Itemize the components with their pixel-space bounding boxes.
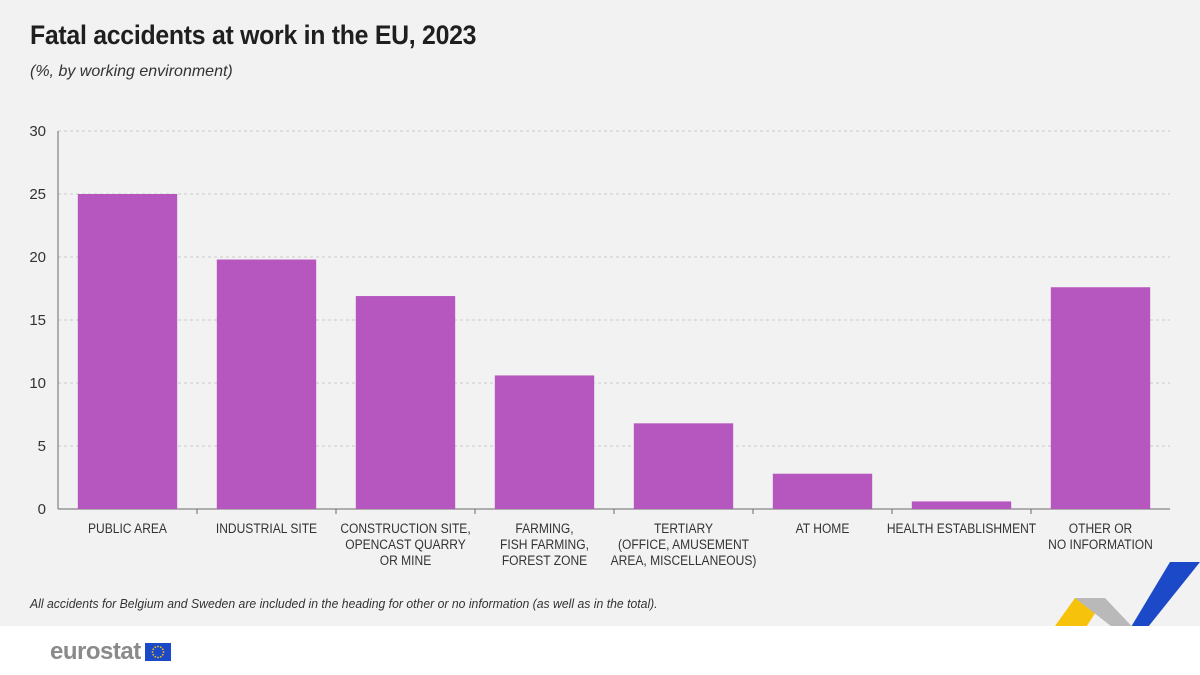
y-tick-label: 20 xyxy=(29,249,46,266)
footnote: All accidents for Belgium and Sweden are… xyxy=(30,596,658,611)
eu-flag-icon xyxy=(144,643,171,661)
bar xyxy=(911,501,1012,509)
flag-star xyxy=(159,655,162,658)
bar xyxy=(77,194,178,509)
bar xyxy=(772,473,873,509)
flag-star xyxy=(154,646,156,649)
x-tick-label: HEALTH ESTABLISHMENT xyxy=(887,520,1036,536)
footer-band xyxy=(0,626,1200,675)
x-tick-label: PUBLIC AREA xyxy=(88,520,167,536)
flag-star xyxy=(161,648,164,651)
x-tick-label: AT HOME xyxy=(796,520,850,536)
y-tick-label: 15 xyxy=(29,312,46,329)
y-tick-label: 25 xyxy=(29,186,46,203)
flag-star xyxy=(151,651,154,653)
flag-star xyxy=(159,646,162,649)
y-tick-label: 0 xyxy=(38,501,46,518)
x-tick-label: FARMING, FISH FARMING, FOREST ZONE xyxy=(500,520,589,568)
y-tick-label: 5 xyxy=(38,438,46,455)
y-tick-label: 10 xyxy=(29,375,46,392)
bar-chart: 0 5 10 15 20 25 30 PUBLIC AREA INDUSTRIAL SITE CO… xyxy=(29,123,1170,568)
x-tick-label: CONSTRUCTION SITE, OPENCAST QUARRY OR MINE xyxy=(340,520,470,568)
flag-star xyxy=(152,653,154,656)
bar xyxy=(1050,287,1151,509)
chart-subtitle: (%, by working environment) xyxy=(30,63,233,80)
x-tick-label: OTHER OR NO INFORMATION xyxy=(1048,520,1153,552)
x-tick-label: INDUSTRIAL SITE xyxy=(216,520,317,536)
bar xyxy=(494,375,595,509)
bar xyxy=(633,423,734,509)
flag-star xyxy=(154,655,156,658)
chart-title: Fatal accidents at work in the EU, 2023 xyxy=(30,20,477,50)
logo-text: eurostat xyxy=(50,638,141,665)
flag-star xyxy=(162,651,165,653)
flag-star xyxy=(156,656,159,659)
flag-star xyxy=(161,653,164,656)
flag-star xyxy=(156,645,159,648)
y-tick-label: 30 xyxy=(29,123,46,140)
bar xyxy=(355,296,456,509)
flag-star xyxy=(152,648,154,651)
bar xyxy=(216,259,317,509)
x-tick-label: TERTIARY (OFFICE, AMUSEMENT AREA, MISCELLA… xyxy=(611,520,757,568)
eurostat-logo: eurostat xyxy=(50,638,171,666)
